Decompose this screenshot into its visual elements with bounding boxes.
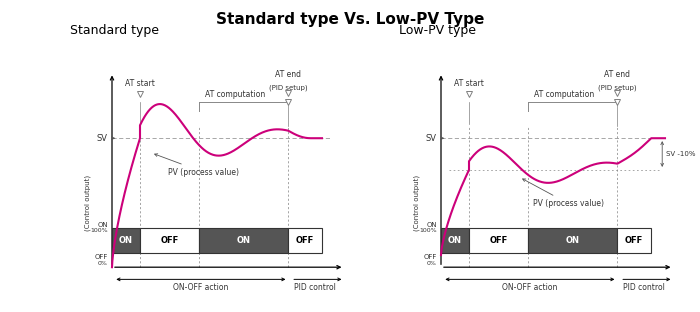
Text: AT computation: AT computation <box>534 90 594 99</box>
Text: (Control output): (Control output) <box>85 175 92 231</box>
Text: OFF: OFF <box>489 236 508 245</box>
Text: PV (process value): PV (process value) <box>155 154 239 177</box>
Text: ON: ON <box>426 222 437 228</box>
Text: PID control: PID control <box>294 283 336 292</box>
Text: SV -10%: SV -10% <box>666 151 696 157</box>
Text: PID control: PID control <box>623 283 665 292</box>
Text: Low-PV type: Low-PV type <box>399 24 476 37</box>
Text: AT end: AT end <box>604 70 631 79</box>
Text: AT start: AT start <box>454 79 484 88</box>
Text: OFF: OFF <box>625 236 643 245</box>
Text: ON-OFF action: ON-OFF action <box>172 283 228 292</box>
Text: 0%: 0% <box>98 261 108 266</box>
Bar <box>528 228 617 253</box>
Text: (Control output): (Control output) <box>414 175 421 231</box>
Text: Standard type Vs. Low-PV Type: Standard type Vs. Low-PV Type <box>216 12 484 27</box>
Bar <box>617 228 651 253</box>
Bar <box>469 228 528 253</box>
Text: ON: ON <box>448 236 462 245</box>
Text: PV (process value): PV (process value) <box>523 179 604 208</box>
Text: SV: SV <box>97 134 108 143</box>
Text: AT computation: AT computation <box>205 90 265 99</box>
Text: OFF: OFF <box>296 236 314 245</box>
Text: Standard type: Standard type <box>70 24 159 37</box>
Text: AT end: AT end <box>275 70 302 79</box>
Text: ON: ON <box>97 222 108 228</box>
Text: 100%: 100% <box>419 228 437 233</box>
Bar <box>199 228 288 253</box>
Text: ON: ON <box>237 236 251 245</box>
Text: ON-OFF action: ON-OFF action <box>501 283 557 292</box>
Text: 100%: 100% <box>90 228 108 233</box>
Bar <box>441 228 469 253</box>
Text: SV: SV <box>426 134 437 143</box>
Text: OFF: OFF <box>160 236 178 245</box>
Text: (PID setup): (PID setup) <box>598 84 637 91</box>
Text: OFF: OFF <box>94 255 108 261</box>
Bar <box>140 228 199 253</box>
Text: 0%: 0% <box>427 261 437 266</box>
Text: ON: ON <box>119 236 133 245</box>
Text: (PID setup): (PID setup) <box>269 84 308 91</box>
Bar <box>288 228 322 253</box>
Bar <box>112 228 140 253</box>
Text: OFF: OFF <box>424 255 437 261</box>
Text: ON: ON <box>566 236 580 245</box>
Text: AT start: AT start <box>125 79 155 88</box>
